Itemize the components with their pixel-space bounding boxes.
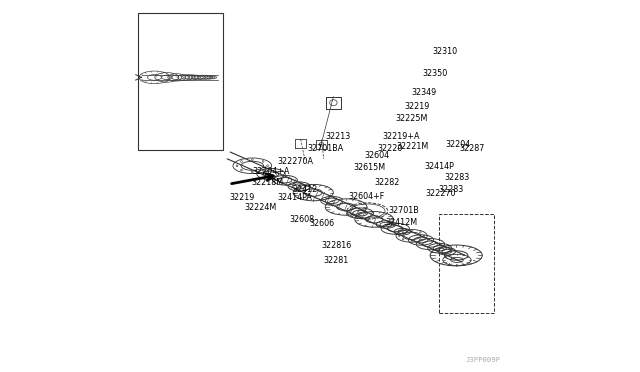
Bar (439, 214, 494, 313)
Text: 32224M: 32224M (244, 203, 276, 212)
Text: 32608: 32608 (289, 215, 315, 224)
Bar (138, 13, 223, 150)
Text: 32287: 32287 (460, 144, 485, 153)
Text: 32204: 32204 (445, 140, 470, 149)
Text: 32219+A: 32219+A (382, 132, 420, 141)
Text: 32282: 32282 (374, 178, 399, 187)
Text: 322816: 322816 (321, 241, 351, 250)
Text: 32349: 32349 (412, 88, 436, 97)
Text: 32350: 32350 (422, 69, 447, 78)
Text: 32218M: 32218M (251, 178, 284, 187)
Text: 32615M: 32615M (353, 163, 385, 172)
Text: 32310: 32310 (432, 47, 457, 56)
Text: J3PP009P: J3PP009P (465, 357, 500, 363)
Text: 32604+F: 32604+F (349, 192, 385, 201)
Text: 32701BA: 32701BA (308, 144, 344, 153)
Text: 32606: 32606 (310, 219, 335, 228)
Text: 32412M: 32412M (386, 218, 418, 227)
Text: 32701B: 32701B (388, 206, 419, 215)
Text: 32412: 32412 (292, 185, 317, 194)
Text: 322270A: 322270A (278, 157, 314, 166)
Text: 32283: 32283 (438, 185, 463, 194)
Text: 32225M: 32225M (395, 114, 428, 123)
Text: 32204+A: 32204+A (252, 167, 289, 176)
Text: 32221M: 32221M (396, 142, 428, 151)
Text: 32219: 32219 (229, 193, 255, 202)
Text: 322270: 322270 (425, 189, 456, 198)
Text: 32213: 32213 (325, 132, 351, 141)
Text: 32281: 32281 (324, 256, 349, 265)
Text: 32283: 32283 (444, 173, 470, 182)
Text: 32414P: 32414P (424, 162, 454, 171)
Text: 32220: 32220 (377, 144, 403, 153)
Text: 32219: 32219 (404, 102, 430, 110)
Text: 32604: 32604 (365, 151, 390, 160)
Text: 32414PA: 32414PA (277, 193, 312, 202)
